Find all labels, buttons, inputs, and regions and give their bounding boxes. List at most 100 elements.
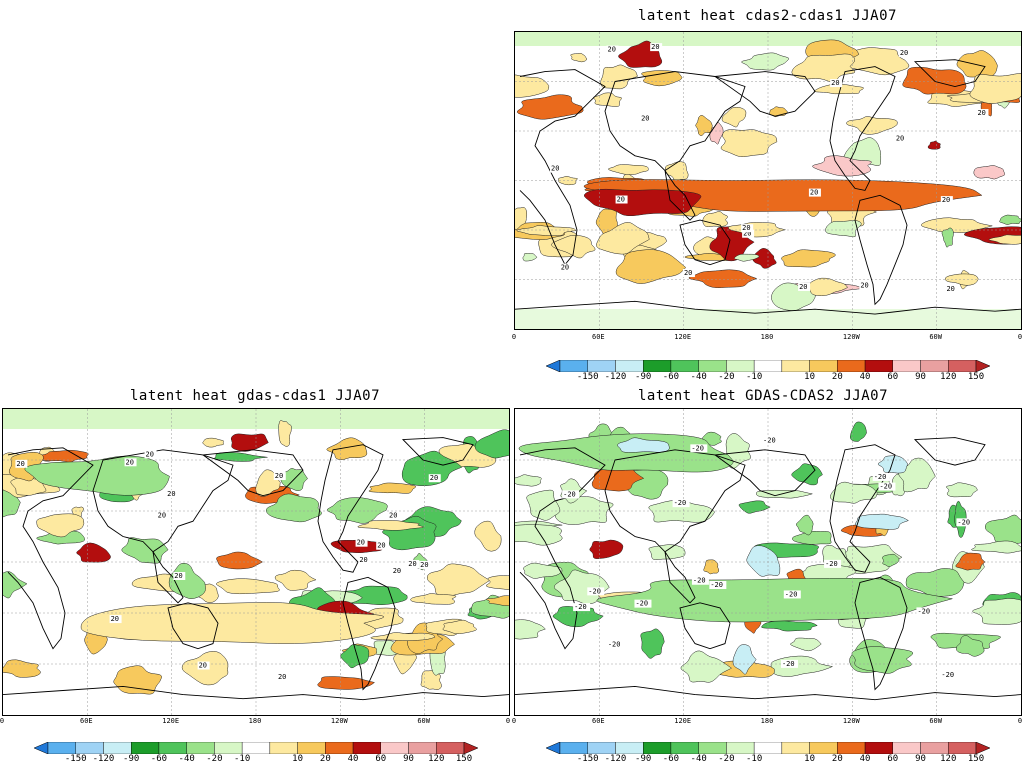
longitude-tick-label: 120E bbox=[162, 717, 180, 725]
colorbar-tick-label: -60 bbox=[150, 754, 168, 764]
colorbar-tick-label: 120 bbox=[940, 372, 957, 382]
tropical-core bbox=[973, 165, 1006, 180]
contour-label: -20 bbox=[782, 660, 795, 668]
colorbar-segment bbox=[214, 742, 243, 754]
contour-label: 20 bbox=[146, 450, 154, 458]
contour-label-bg bbox=[940, 196, 953, 205]
colorbar-low-arrow bbox=[546, 360, 561, 372]
tropical-core bbox=[583, 188, 702, 217]
contour-label-bg bbox=[156, 511, 169, 520]
colorbar-tick-label: 90 bbox=[915, 754, 926, 764]
colorbar-segment bbox=[753, 742, 783, 754]
contour-label: 20 bbox=[389, 512, 397, 520]
colorbar bbox=[546, 360, 990, 372]
colorbar-segment bbox=[559, 742, 588, 754]
tropical-core bbox=[76, 542, 111, 563]
contour-region bbox=[854, 513, 910, 530]
contour-label: -20 bbox=[588, 587, 601, 595]
contour-label-bg bbox=[573, 603, 591, 612]
colorbar-segment bbox=[809, 742, 838, 754]
colorbar-segment bbox=[726, 742, 755, 754]
contour-label-bg bbox=[388, 511, 401, 520]
colorbar-tick-label: -120 bbox=[604, 372, 627, 382]
contour-region bbox=[999, 214, 1021, 225]
colorbar-low-arrow bbox=[546, 742, 561, 754]
contour-region bbox=[741, 52, 790, 71]
longitude-tick-label: 60W bbox=[929, 333, 942, 341]
contour-label-bg bbox=[894, 134, 907, 143]
contour-region bbox=[761, 620, 818, 632]
colorbar-high-arrow bbox=[463, 742, 478, 754]
contour-region bbox=[956, 635, 985, 657]
contour-region bbox=[971, 540, 1021, 554]
map-plot-area: 20 20 20 20 20 20 20 20 20 20 20 20 20 20 20 20 20 20 bbox=[514, 31, 1022, 330]
colorbar-segment bbox=[615, 360, 644, 372]
contour-region bbox=[474, 520, 502, 552]
contour-region bbox=[664, 161, 689, 182]
contour-region bbox=[523, 562, 563, 579]
colorbar-tick-label: 40 bbox=[859, 372, 871, 382]
contour-region bbox=[944, 273, 979, 286]
colorbar-tick-label: 10 bbox=[292, 754, 304, 764]
contour-region bbox=[317, 676, 376, 690]
colorbar-segment bbox=[615, 742, 644, 754]
contour-label-bg bbox=[407, 560, 420, 569]
colorbar-segment bbox=[837, 742, 866, 754]
contour-label-bg bbox=[173, 572, 186, 581]
contour-region bbox=[791, 53, 856, 83]
colorbar-segment bbox=[408, 742, 437, 754]
contour-label: 20 bbox=[799, 283, 807, 291]
contour-region bbox=[36, 513, 85, 538]
contour-region bbox=[515, 474, 542, 487]
contour-label: 20 bbox=[275, 472, 283, 480]
colorbar-segment bbox=[352, 742, 382, 754]
colorbar-segment bbox=[837, 360, 866, 372]
contour-label-bg bbox=[15, 459, 28, 468]
colorbar-tick-label: -10 bbox=[233, 754, 251, 764]
contour-label-bg bbox=[762, 436, 780, 445]
colorbar-segment bbox=[864, 742, 894, 754]
longitude-tick-label: 180 bbox=[760, 333, 774, 341]
colorbar bbox=[34, 742, 478, 754]
contour-label-bg bbox=[606, 45, 619, 54]
latent-heat-difference-map: -20-20-20-20-20-20-20-20-20-20-20-20-20-… bbox=[515, 409, 1021, 715]
colorbar-segment bbox=[130, 742, 160, 754]
colorbar-segment bbox=[103, 742, 132, 754]
contour-label: -20 bbox=[574, 603, 587, 611]
colorbar-segment bbox=[670, 742, 699, 754]
contour-label-bg bbox=[640, 114, 653, 123]
colorbar-segment bbox=[948, 742, 977, 754]
contour-region bbox=[703, 559, 720, 575]
longitude-tick-label: 180 bbox=[760, 717, 774, 725]
contour-region bbox=[688, 269, 758, 288]
contour-region bbox=[790, 637, 822, 652]
contour-label: 20 bbox=[158, 512, 166, 520]
contour-region bbox=[615, 249, 687, 284]
contour-label: 20 bbox=[199, 662, 207, 670]
contour-region bbox=[709, 122, 724, 145]
colorbar-segment bbox=[241, 742, 271, 754]
contour-label: 20 bbox=[617, 196, 625, 204]
contour-label: 20 bbox=[167, 490, 175, 498]
contour-label-bg bbox=[428, 474, 441, 483]
colorbar-segment bbox=[781, 742, 810, 754]
colorbar-segment bbox=[864, 360, 894, 372]
contour-label-bg bbox=[109, 615, 122, 624]
colorbar-low-arrow bbox=[34, 742, 49, 754]
longitude-axis-labels: 0 60E 120E 180 120W 60W 0 bbox=[512, 717, 1022, 727]
contour-label: -20 bbox=[941, 671, 954, 679]
contour-region bbox=[721, 106, 747, 128]
colorbar-tick-label: -90 bbox=[635, 754, 652, 764]
longitude-tick-label: 0 bbox=[0, 717, 5, 725]
colorbar-tick-label: -40 bbox=[690, 372, 707, 382]
contour-label-bg bbox=[166, 490, 179, 499]
colorbar-tick-label: -20 bbox=[718, 754, 735, 764]
contour-region bbox=[274, 569, 317, 591]
contour-label-bg bbox=[562, 490, 580, 499]
colorbar-tick-label: -120 bbox=[604, 754, 627, 764]
contour-label-bg bbox=[273, 472, 286, 481]
contour-label: 20 bbox=[684, 269, 692, 277]
contour-label: -20 bbox=[957, 518, 970, 526]
contour-region bbox=[640, 628, 665, 659]
